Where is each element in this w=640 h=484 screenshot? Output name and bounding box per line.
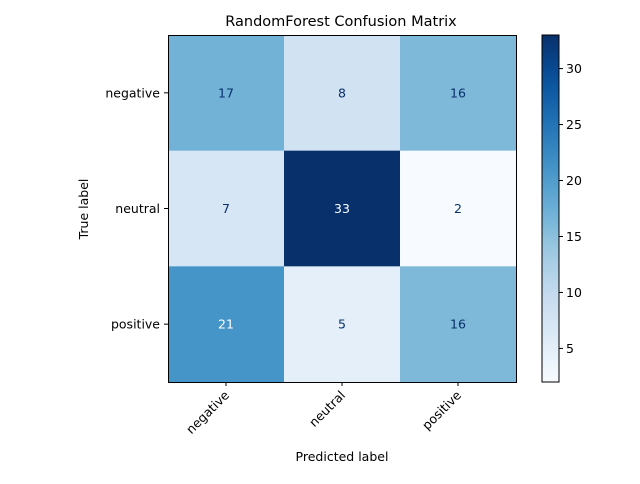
x-axis-ticks: negative neutral positive [183, 382, 464, 437]
heatmap-cells [168, 35, 517, 383]
y-axis-label: True label [76, 179, 91, 241]
x-tick-label: neutral [306, 388, 348, 430]
cell-value-label: 7 [222, 201, 230, 216]
colorbar-tick-label: 30 [566, 61, 582, 76]
colorbar-tick-label: 5 [566, 341, 574, 356]
x-tick-label: positive [419, 387, 464, 432]
y-axis-ticks: negative neutral positive [105, 85, 168, 332]
y-tick-label: positive [111, 317, 160, 332]
heatmap-cell [284, 35, 401, 152]
heatmap-cell [400, 35, 517, 152]
heatmap-cell [168, 266, 285, 383]
cell-value-label: 33 [334, 201, 350, 216]
cell-value-label: 5 [338, 317, 346, 332]
heatmap-cell [284, 150, 401, 267]
heatmap-cell [284, 266, 401, 383]
cell-value-label: 16 [450, 317, 466, 332]
y-tick-label: neutral [115, 201, 160, 216]
cell-value-label: 2 [454, 201, 462, 216]
colorbar-tick-label: 25 [566, 117, 582, 132]
cell-value-label: 16 [450, 85, 466, 100]
heatmap-cell [168, 150, 285, 267]
colorbar-tick-label: 15 [566, 229, 582, 244]
heatmap-cell [400, 150, 517, 267]
heatmap-cell [168, 35, 285, 152]
colorbar [541, 34, 560, 383]
colorbar-ticks: 5 10 15 20 25 30 [559, 61, 582, 356]
heatmap-cell [400, 266, 517, 383]
y-tick-label: negative [105, 85, 160, 100]
cell-value-label: 17 [218, 85, 234, 100]
chart-title: RandomForest Confusion Matrix [225, 14, 457, 30]
colorbar-tick-label: 10 [566, 285, 582, 300]
cell-value-label: 21 [218, 317, 234, 332]
x-tick-label: negative [183, 387, 232, 436]
x-axis-label: Predicted label [296, 449, 389, 464]
colorbar-tick-label: 20 [566, 173, 582, 188]
cell-value-label: 8 [338, 85, 346, 100]
cell-value-labels: 17 8 16 7 33 2 21 5 16 [218, 85, 466, 331]
